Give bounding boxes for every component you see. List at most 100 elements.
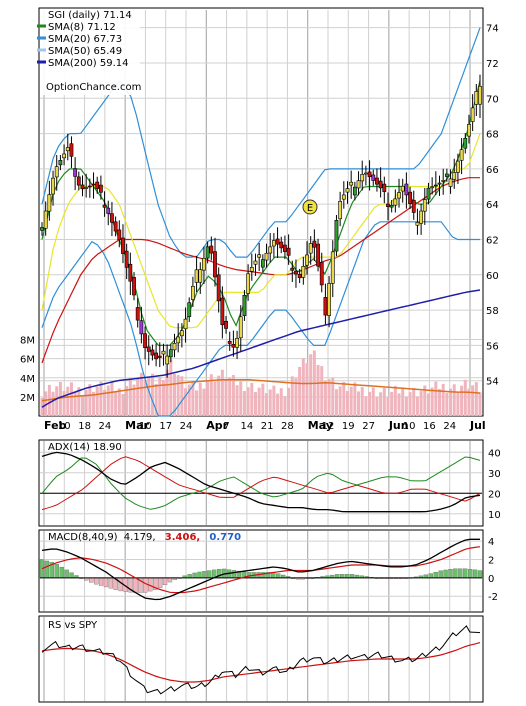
- macd-histogram-bar: [477, 570, 483, 579]
- volume-bar: [143, 380, 147, 416]
- candle-body: [91, 183, 96, 186]
- volume-bar: [246, 387, 250, 416]
- volume-bar: [327, 379, 331, 416]
- volume-bar: [338, 386, 342, 416]
- price-panel-frame: [38, 7, 484, 417]
- macd-histogram-bar: [246, 572, 251, 579]
- volume-bar: [360, 387, 364, 416]
- candle-body: [128, 263, 133, 282]
- volume-bar: [44, 391, 48, 416]
- candle-body: [378, 180, 383, 189]
- volume-tick-label: 6M: [20, 355, 35, 366]
- volume-bar: [58, 381, 62, 416]
- macd-signal-value: 3.406,: [165, 532, 200, 543]
- x-tick-label: 17: [159, 421, 172, 432]
- volume-bar: [117, 388, 121, 416]
- macd-histogram-bar: [187, 574, 192, 579]
- macd-histogram-bar: [103, 577, 109, 588]
- candle-body: [426, 187, 431, 200]
- candle-body: [43, 210, 48, 229]
- macd-histogram-bar: [428, 573, 433, 579]
- macd-histogram-bar: [231, 570, 237, 579]
- volume-bar: [334, 389, 338, 416]
- candle-body: [341, 194, 346, 200]
- price-tick-label: 54: [486, 377, 499, 388]
- legend-item: SMA(50) 65.49: [48, 46, 122, 57]
- candle-body: [433, 184, 438, 187]
- macd-histogram-bar: [192, 572, 197, 579]
- macd-histogram-bar: [54, 564, 59, 579]
- candle-body: [253, 260, 258, 265]
- candle-body: [330, 251, 335, 284]
- volume-bar: [114, 391, 118, 416]
- candle-body: [224, 320, 228, 329]
- volume-bar: [239, 381, 243, 416]
- candle-body: [191, 285, 195, 300]
- macd-label: MACD(8,40,9) 4.179, 3.406, 0.770: [48, 532, 241, 543]
- volume-bar: [301, 358, 305, 416]
- volume-bar: [242, 391, 246, 416]
- volume-bar: [77, 387, 81, 416]
- x-tick-label: 16: [423, 421, 436, 432]
- macd-tick-label: 4: [488, 537, 494, 548]
- adx-tick-label: 20: [488, 489, 501, 500]
- indicator-layer: [39, 451, 483, 695]
- price-tick-label: 62: [486, 235, 499, 246]
- adx-tick-label: 40: [488, 448, 501, 459]
- volume-bar: [139, 372, 143, 416]
- legend-item: SMA(20) 67.73: [48, 34, 122, 45]
- macd-histogram-bar: [118, 577, 123, 592]
- volume-bar: [430, 387, 434, 416]
- candle-body: [202, 257, 206, 271]
- candle-body: [235, 337, 239, 348]
- candle-body: [478, 85, 482, 105]
- x-month-label: May: [308, 419, 333, 432]
- volume-bar: [92, 391, 96, 416]
- x-tick-label: 12: [322, 421, 335, 432]
- candle-body: [249, 267, 254, 272]
- volume-bar: [66, 386, 70, 416]
- volume-bar: [95, 386, 99, 416]
- candle-body: [98, 184, 103, 193]
- volume-bar: [272, 385, 276, 416]
- volume-bar: [287, 387, 291, 416]
- candle-body: [297, 273, 302, 279]
- candle-body: [124, 250, 129, 268]
- x-tick-label: 28: [281, 421, 294, 432]
- x-tick-label: 24: [443, 421, 456, 432]
- candle-body: [264, 252, 269, 261]
- candle-body: [135, 307, 140, 321]
- candle-body: [121, 237, 125, 254]
- candle-body: [117, 229, 122, 241]
- macd-histogram-bar: [133, 577, 138, 593]
- sma50-line: [41, 177, 480, 364]
- candle-body: [397, 192, 401, 199]
- candle-body: [279, 241, 284, 249]
- macd-histogram-bar: [93, 577, 99, 585]
- macd-histogram-bar: [438, 570, 443, 579]
- candle-body: [301, 266, 306, 278]
- macd-histogram-bar: [98, 577, 104, 586]
- volume-bar: [69, 382, 73, 416]
- volume-bar: [382, 387, 386, 416]
- earnings-marker: [302, 199, 318, 215]
- volume-bar: [279, 388, 283, 416]
- candle-body: [360, 174, 365, 182]
- volume-bar: [408, 392, 412, 416]
- candle-body: [271, 240, 276, 247]
- candle-body: [470, 107, 475, 122]
- macd-histogram-bar: [472, 569, 478, 579]
- candle-body: [474, 91, 479, 105]
- volume-bar: [404, 396, 408, 416]
- candle-body: [294, 270, 298, 275]
- candle-body: [213, 251, 217, 278]
- candle-body: [452, 172, 457, 180]
- x-month-label: Jun: [388, 419, 409, 432]
- legend-item: SMA(8) 71.12: [48, 22, 116, 33]
- x-month-label: Mar: [125, 419, 149, 432]
- volume-bar: [173, 373, 177, 416]
- macd-histogram-bar: [335, 574, 340, 579]
